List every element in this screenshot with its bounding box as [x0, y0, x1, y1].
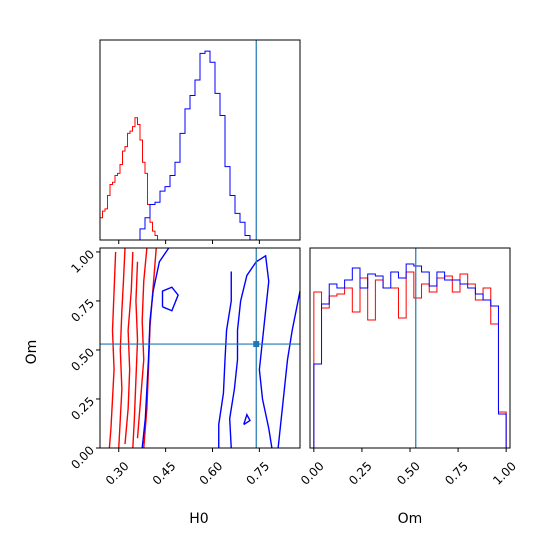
om-x-tick-label: 0.75: [442, 459, 471, 488]
om-histogram-blue: [313, 263, 507, 448]
om-x-tick-label: 0.50: [394, 459, 423, 488]
om-x-tick-label: 0.00: [298, 459, 327, 488]
h0-om-contour-panel: 0.30 0.45 0.60 0.75 0.00 0.25 0.50 0.75 1.00: [68, 247, 301, 488]
truth-marker: [253, 341, 260, 348]
contour-y-tick-label: 1.00: [68, 247, 97, 276]
contour-line-blue: [277, 291, 301, 449]
y-axis-title-om: Om: [24, 340, 40, 365]
contour-x-tick-label: 0.45: [150, 459, 179, 488]
h0-frame: [99, 39, 301, 241]
h0-marginal-panel: [99, 39, 301, 244]
contour-line-red: [124, 251, 134, 445]
om-histogram-red: [313, 271, 507, 448]
contour-y-tick-label: 0.00: [68, 443, 97, 472]
contour-frame: [99, 247, 301, 449]
h0-histogram-red: [99, 117, 160, 241]
contour-line-blue: [218, 271, 232, 448]
om-x-tick-label: 1.00: [490, 459, 519, 488]
contour-x-tick-label: 0.75: [243, 459, 272, 488]
contour-line-red: [132, 261, 139, 449]
x-axis-title-om: Om: [398, 511, 423, 527]
contour-line-blue: [243, 412, 251, 426]
contour-x-tick-label: 0.30: [103, 459, 132, 488]
om-x-tick-label: 0.25: [346, 459, 375, 488]
contour-line-blue: [161, 286, 179, 312]
contour-x-tick-label: 0.60: [197, 459, 226, 488]
contour-line-blue: [141, 247, 170, 449]
om-marginal-panel: 0.00 0.25 0.50 0.75 1.00: [298, 247, 519, 488]
contour-line-red: [108, 251, 117, 449]
contour-y-tick-label: 0.50: [68, 345, 97, 374]
contour-y-tick-label: 0.75: [68, 296, 97, 325]
contour-line-red: [118, 247, 126, 449]
contour-line-red: [136, 247, 148, 439]
contour-y-tick-label: 0.25: [68, 394, 97, 423]
om-frame: [309, 247, 511, 449]
contour-line-blue: [228, 254, 273, 449]
x-axis-title-h0: H0: [189, 511, 208, 527]
h0-histogram-blue: [100, 50, 251, 241]
